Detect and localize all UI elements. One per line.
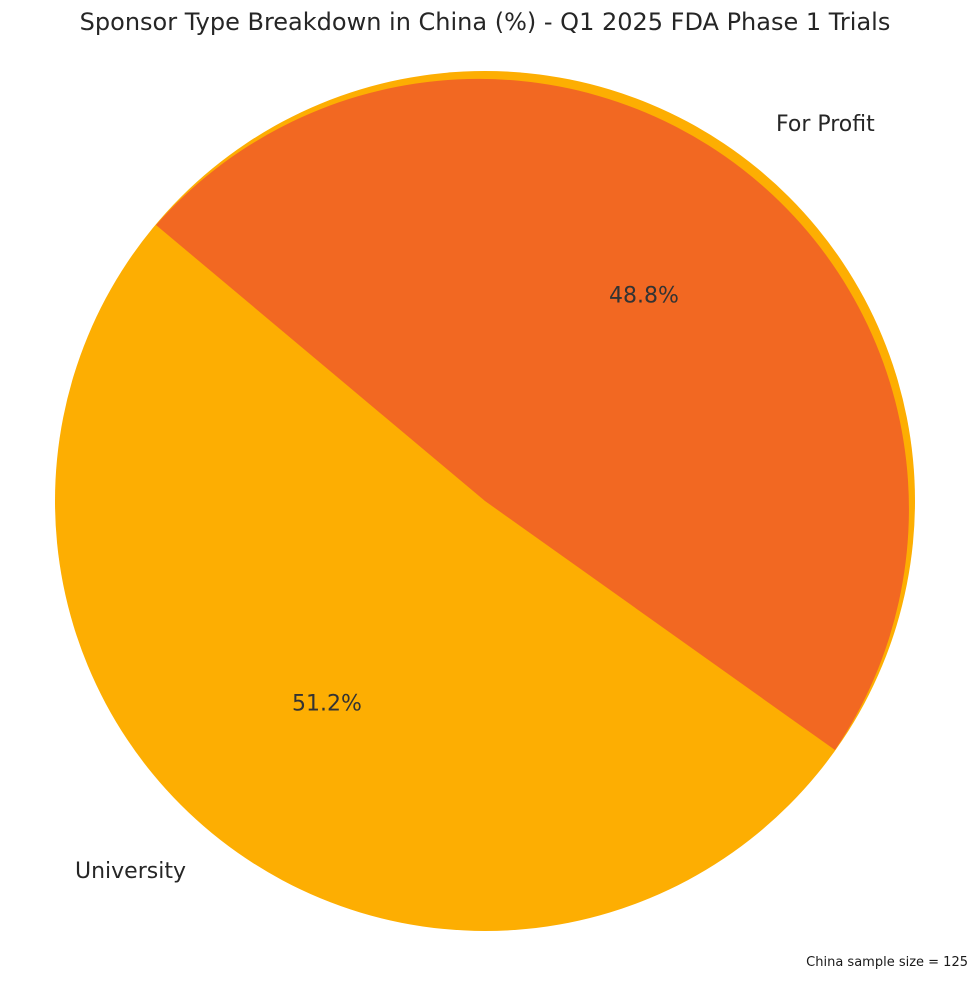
slice-label-university: University (75, 859, 186, 884)
pie-slice-for-profit (156, 78, 909, 750)
chart-title: Sponsor Type Breakdown in China (%) - Q1… (79, 8, 891, 36)
sample-size-note: China sample size = 125 (806, 955, 968, 970)
slice-pct-for-profit: 48.8% (609, 283, 679, 309)
slice-label-for-profit: For Profit (776, 112, 875, 137)
slice-pct-university: 51.2% (292, 691, 362, 717)
